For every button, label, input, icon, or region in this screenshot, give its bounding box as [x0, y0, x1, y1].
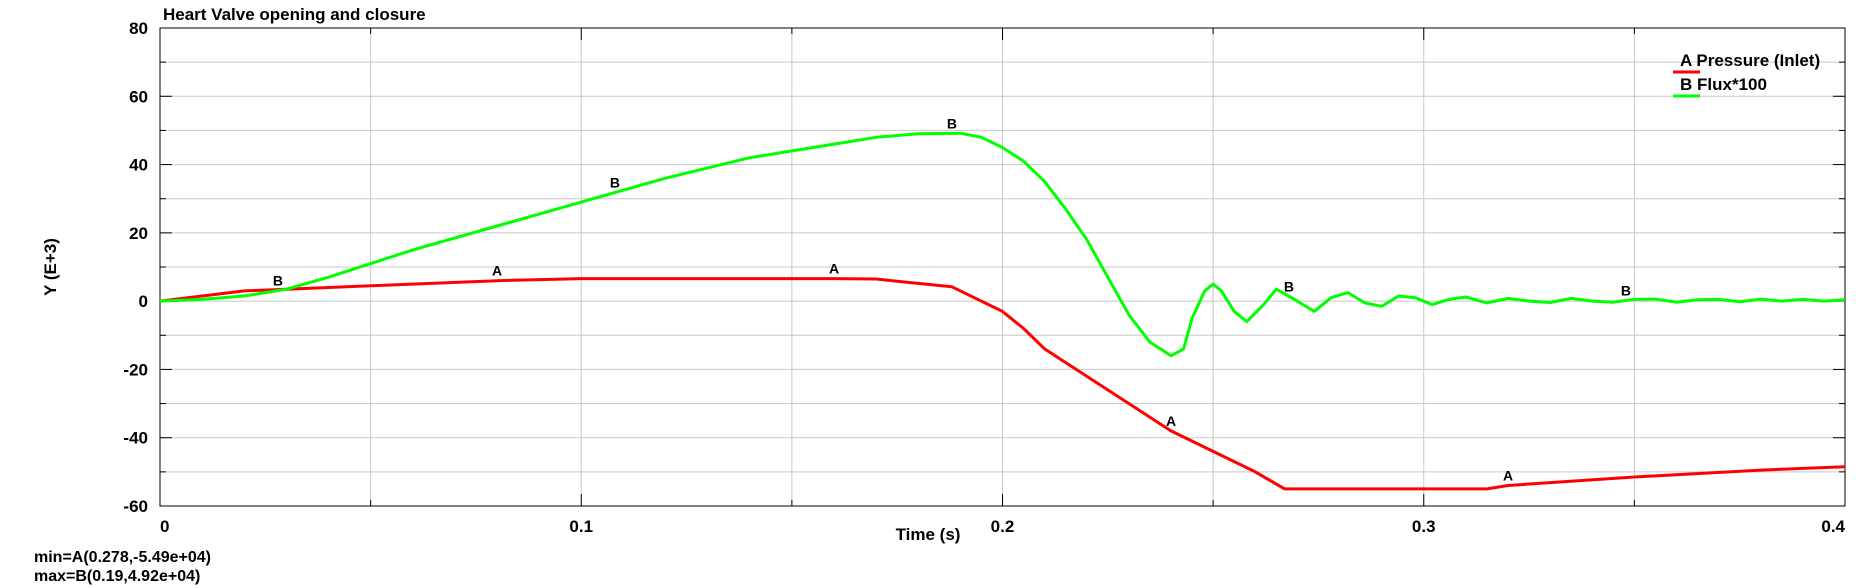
legend-entry-B: B Flux*100 — [1680, 75, 1767, 94]
x-tick-label: 0.4 — [1821, 517, 1845, 536]
x-tick-label: 0.1 — [569, 517, 593, 536]
y-tick-label: 0 — [139, 292, 148, 311]
min-readout: min=A(0.278,-5.49e+04) — [34, 549, 211, 566]
y-tick-label: 40 — [129, 156, 148, 175]
x-tick-label: 0.2 — [991, 517, 1015, 536]
y-axis-label: Y (E+3) — [41, 238, 60, 296]
y-tick-label: -60 — [123, 497, 148, 516]
chart-title: Heart Valve opening and closure — [163, 5, 426, 24]
x-axis-label: Time (s) — [896, 525, 961, 544]
series-marker-B: B — [1621, 283, 1631, 299]
series-marker-A: A — [1166, 413, 1176, 429]
series-marker-B: B — [947, 115, 957, 131]
y-tick-label: 80 — [129, 19, 148, 38]
x-tick-label: 0.3 — [1412, 517, 1436, 536]
y-tick-label: -20 — [123, 360, 148, 379]
series-marker-B: B — [273, 273, 283, 289]
series-marker-A: A — [1503, 468, 1513, 484]
y-tick-label: 60 — [129, 87, 148, 106]
legend: A Pressure (Inlet) B Flux*100 — [1673, 51, 1820, 98]
series-marker-A: A — [829, 261, 839, 277]
series-marker-B: B — [1284, 278, 1294, 294]
x-axis: 0 0.1 0.2 0.3 0.4 — [159, 28, 1846, 536]
series-line-A — [159, 277, 1846, 491]
x-tick-label: 0 — [160, 517, 169, 536]
y-tick-label: 20 — [129, 224, 148, 243]
series-layer: A A A A B B B B B — [159, 115, 1846, 491]
grid — [159, 27, 1846, 507]
series-line-B — [159, 131, 1846, 358]
y-axis: -60 -40 -20 0 20 40 60 80 — [123, 19, 1845, 516]
legend-entry-A: A Pressure (Inlet) — [1680, 51, 1820, 70]
series-marker-B: B — [610, 175, 620, 191]
series-marker-A: A — [492, 263, 502, 279]
y-tick-label: -40 — [123, 429, 148, 448]
max-readout: max=B(0.19,4.92e+04) — [34, 568, 201, 585]
